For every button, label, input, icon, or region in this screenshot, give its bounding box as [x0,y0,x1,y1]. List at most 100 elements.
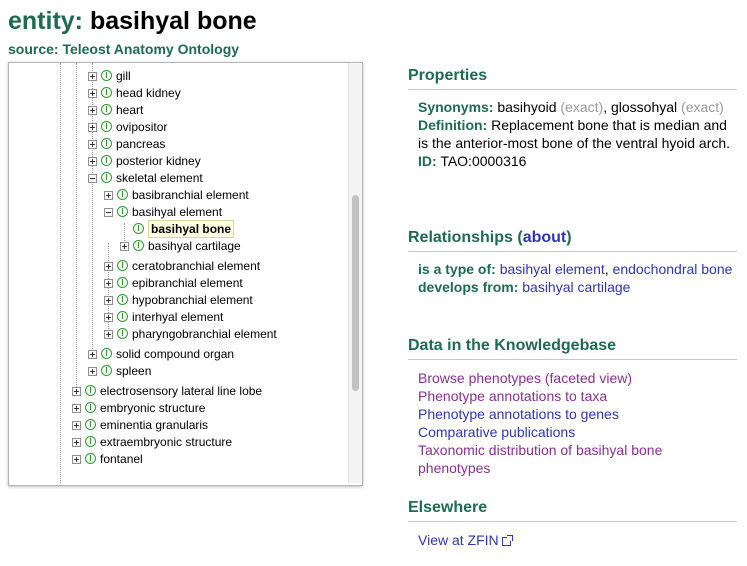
tree-node-label[interactable]: embryonic structure [100,401,206,415]
knowledgebase-link[interactable]: Comparative publications [418,424,576,440]
parent-link-basihyal-element[interactable]: basihyal element [499,261,605,277]
expand-plus-icon[interactable] [104,191,113,200]
expand-plus-icon[interactable] [72,404,81,413]
expand-plus-icon[interactable] [104,313,113,322]
id-row: ID: TAO:0000316 [418,152,738,170]
tree-node-label[interactable]: basihyal bone [148,220,235,238]
expand-plus-icon[interactable] [104,262,113,271]
expand-plus-icon[interactable] [120,242,129,251]
develops-from-link-basihyal-cartilage[interactable]: basihyal cartilage [522,279,631,295]
expand-plus-icon[interactable] [104,330,113,339]
expand-plus-icon[interactable] [88,106,97,115]
term-info-icon[interactable] [101,121,112,132]
term-info-icon[interactable] [101,348,112,359]
expand-plus-icon[interactable] [88,140,97,149]
term-info-icon[interactable] [101,87,112,98]
knowledgebase-link[interactable]: Browse phenotypes (faceted view) [418,370,632,386]
term-info-icon[interactable] [133,240,144,251]
synonym-type: (exact) [681,99,724,115]
tree-node-label[interactable]: basihyal element [132,205,223,219]
expand-plus-icon[interactable] [88,367,97,376]
term-info-icon[interactable] [117,311,128,322]
term-info-icon[interactable] [85,436,96,447]
tree-node-label[interactable]: electrosensory lateral line lobe [100,384,263,398]
expand-plus-icon[interactable] [88,157,97,166]
relationships-heading: Relationships (about) [408,228,572,248]
term-info-icon[interactable] [85,385,96,396]
tree-guide-line [60,63,61,483]
tree-node-label[interactable]: posterior kidney [116,154,201,168]
expand-plus-icon[interactable] [88,72,97,81]
knowledgebase-link-item: Taxonomic distribution of basihyal bone … [418,441,738,477]
tree-node-label[interactable]: head kidney [116,86,181,100]
tree-node-label[interactable]: hypobranchial element [132,293,253,307]
tree-node-label[interactable]: basihyal cartilage [148,239,241,253]
tree-node-label[interactable]: basibranchial element [132,188,249,202]
term-info-icon[interactable] [101,104,112,115]
knowledgebase-links: Browse phenotypes (faceted view) Phenotyp… [418,369,738,477]
term-info-icon[interactable] [117,277,128,288]
tree-node-label[interactable]: ovipositor [116,120,168,134]
expand-plus-icon[interactable] [88,89,97,98]
tree-node-label[interactable]: solid compound organ [116,347,235,361]
entity-label: entity: [8,7,83,35]
is-a-key: is a type of: [418,261,496,277]
synonyms-key: Synonyms: [418,99,494,115]
id-key: ID: [418,153,437,169]
expand-plus-icon[interactable] [104,296,113,305]
term-info-icon[interactable] [101,70,112,81]
tree-node-label[interactable]: extraembryonic structure [100,435,233,449]
tree-node-label[interactable]: epibranchial element [132,276,243,290]
term-info-icon[interactable] [133,223,144,234]
knowledgebase-divider [408,359,737,360]
collapse-minus-icon[interactable] [104,208,113,217]
expand-plus-icon[interactable] [72,438,81,447]
collapse-minus-icon[interactable] [88,174,97,183]
term-id: TAO:0000316 [440,153,527,169]
elsewhere-block: View at ZFIN [418,531,738,549]
tree-node-label[interactable]: fontanel [100,452,143,466]
term-info-icon[interactable] [101,155,112,166]
is-a-row: is a type of: basihyal element, endochon… [418,261,733,277]
zfin-link[interactable]: View at ZFIN [418,532,513,548]
knowledgebase-link[interactable]: Phenotype annotations to taxa [418,388,608,404]
term-info-icon[interactable] [101,365,112,376]
tree-scrollbar[interactable] [348,63,362,483]
tree-node-label[interactable]: gill [116,69,131,83]
term-info-icon[interactable] [101,138,112,149]
term-info-icon[interactable] [85,402,96,413]
expand-plus-icon[interactable] [88,123,97,132]
term-info-icon[interactable] [85,453,96,464]
knowledgebase-link-item: Browse phenotypes (faceted view) [418,369,738,387]
tree-node-label[interactable]: pancreas [116,137,166,151]
term-info-icon[interactable] [85,419,96,430]
tree-node-label[interactable]: eminentia granularis [100,418,209,432]
knowledgebase-link[interactable]: Phenotype annotations to genes [418,406,619,422]
tree-node-label[interactable]: spleen [116,364,152,378]
term-info-icon[interactable] [101,172,112,183]
ontology-tree: gill head kidney heart ovipositor pancreas po… [9,63,349,483]
expand-plus-icon[interactable] [72,455,81,464]
tree-node-label[interactable]: interhyal element [132,310,224,324]
expand-plus-icon[interactable] [88,350,97,359]
about-relationships-link[interactable]: about [522,229,567,246]
tree-node-label[interactable]: pharyngobranchial element [132,327,277,341]
knowledgebase-link[interactable]: Taxonomic distribution of basihyal bone … [418,442,663,476]
term-info-icon[interactable] [117,294,128,305]
term-info-icon[interactable] [117,260,128,271]
tree-scrollbar-thumb[interactable] [352,195,359,391]
definition-row: Definition: Replacement bone that is med… [418,116,738,152]
tree-node-label[interactable]: skeletal element [116,171,203,185]
parent-link-endochondral-bone[interactable]: endochondral bone [612,261,733,277]
term-info-icon[interactable] [117,189,128,200]
term-info-icon[interactable] [117,328,128,339]
tree-node-label[interactable]: ceratobranchial element [132,259,261,273]
page-title: entity: basihyal bone [8,6,257,36]
expand-plus-icon[interactable] [72,421,81,430]
knowledgebase-heading: Data in the Knowledgebase [408,337,617,354]
tree-node-label[interactable]: heart [116,103,144,117]
expand-plus-icon[interactable] [104,279,113,288]
term-info-icon[interactable] [117,206,128,217]
expand-plus-icon[interactable] [72,387,81,396]
external-link-icon [501,535,513,546]
